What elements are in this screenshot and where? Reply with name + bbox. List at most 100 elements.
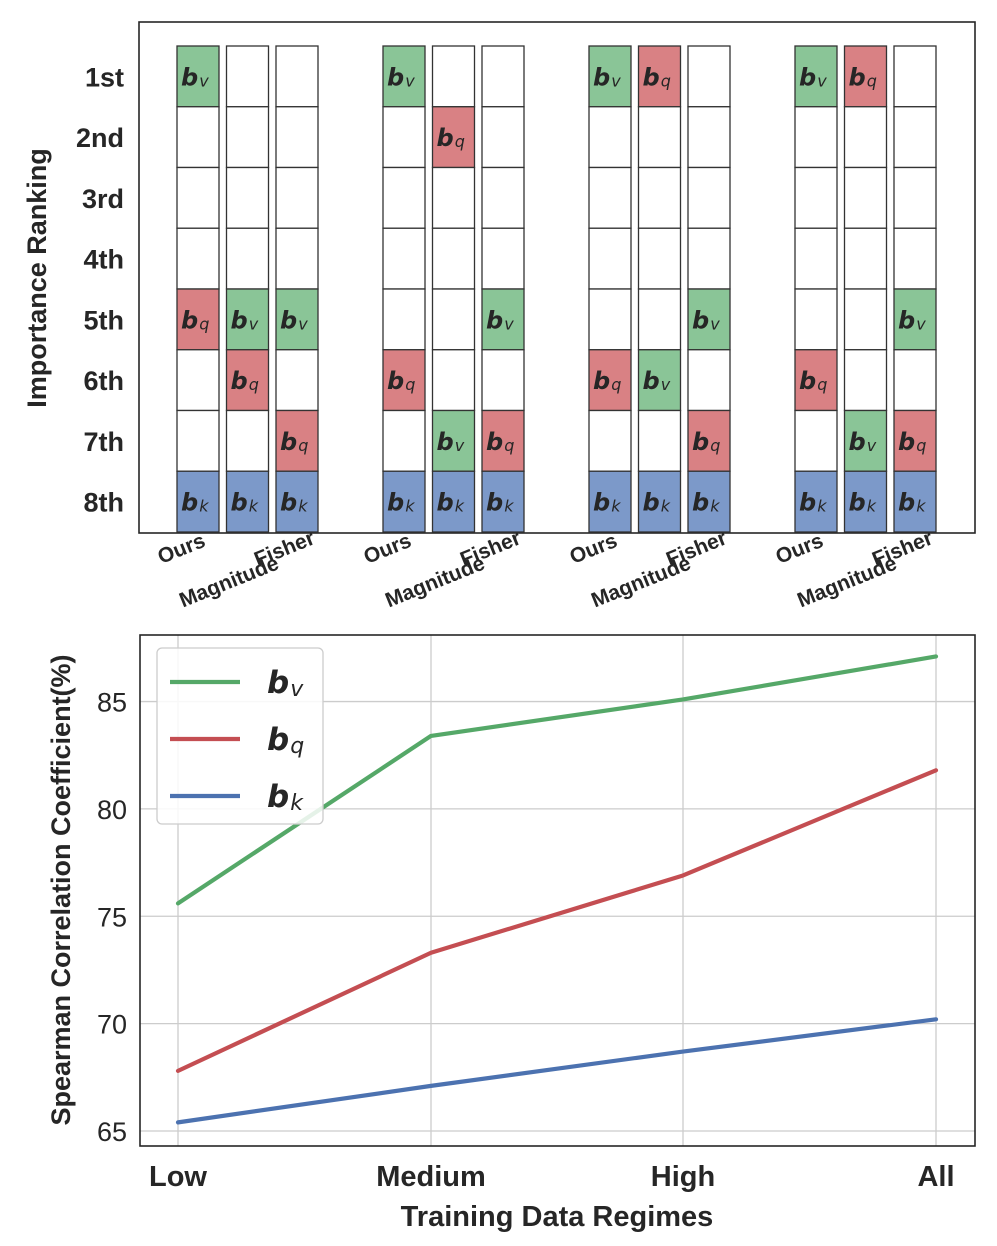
rank-cell-empty [275, 166, 319, 229]
spearman-line-chart: 65 70 75 80 85 Low Medium High All Training Dat… [46, 634, 976, 1233]
method-label-ours: Ours [567, 529, 621, 569]
rank-cell-v-param [431, 409, 476, 472]
rank-cell-empty [843, 106, 888, 169]
rank-cell-empty [588, 409, 632, 472]
rank-cell-q-param [794, 349, 838, 412]
x-tick-label: High [651, 1161, 715, 1193]
rank-cell-empty [893, 45, 937, 108]
cell-symbol-label: bq [437, 124, 465, 152]
rank-cell-k-param [687, 470, 731, 533]
ranking-cells: bvbqbkbvbqbkbvbqbkbvbqbkbqbvbkbvbqbkbvbq… [176, 45, 937, 533]
rank-cell-empty [893, 349, 937, 412]
rank-cell-v-param [275, 288, 319, 351]
rank-cell-k-param [637, 470, 682, 533]
rank-cell-empty [794, 106, 838, 169]
rank-cell-empty [225, 106, 270, 169]
rank-cell-empty [588, 106, 632, 169]
rank-cell-empty [637, 106, 682, 169]
rank-cell-empty [893, 227, 937, 290]
rank-cell-v-param [687, 288, 731, 351]
rank-cell-empty [225, 45, 270, 108]
rank-cell-empty [588, 288, 632, 351]
x-tick-label: Low [149, 1161, 207, 1193]
rank-cell-empty [431, 45, 476, 108]
rank-cell-v-param [481, 288, 525, 351]
rank-cell-empty [481, 45, 525, 108]
cell-symbol-label: bk [593, 489, 621, 517]
importance-ranking-chart: bvbqbkbvbqbkbvbqbkbvbqbkbqbvbkbvbqbkbvbq… [22, 21, 976, 612]
rank-cell-q-param [893, 409, 937, 472]
rank-cell-v-param [893, 288, 937, 351]
method-label-ours: Ours [773, 529, 827, 569]
rank-cell-k-param [794, 470, 838, 533]
rank-cell-empty [382, 227, 426, 290]
rank-cell-empty [794, 288, 838, 351]
rank-cell-k-param [176, 470, 220, 533]
rank-label: 5th [84, 305, 125, 335]
rank-cell-q-param [225, 349, 270, 412]
rank-label: 1st [85, 62, 124, 92]
rank-cell-empty [275, 227, 319, 290]
rank-cell-empty [225, 409, 270, 472]
ranking-plot-frame [138, 21, 976, 534]
line-plot-frame [139, 634, 976, 1147]
cell-symbol-label: bv [849, 428, 877, 456]
rank-label: 3rd [82, 184, 124, 214]
rank-cell-empty [481, 227, 525, 290]
rank-cell-k-param [893, 470, 937, 533]
rank-cell-empty [176, 349, 220, 412]
rank-cell-empty [794, 227, 838, 290]
rank-cell-empty [275, 106, 319, 169]
rank-cell-empty [843, 227, 888, 290]
rank-cell-empty [687, 227, 731, 290]
rank-cell-empty [843, 349, 888, 412]
rank-cell-empty [687, 349, 731, 412]
rank-label: 7th [84, 427, 125, 457]
rank-cell-empty [637, 227, 682, 290]
x-tick-label: All [917, 1161, 954, 1193]
rank-cell-empty [637, 288, 682, 351]
rank-cell-empty [382, 409, 426, 472]
rank-cell-empty [588, 227, 632, 290]
rank-cell-empty [893, 106, 937, 169]
rank-cell-q-param [382, 349, 426, 412]
rank-cell-empty [431, 166, 476, 229]
rank-cell-k-param [843, 470, 888, 533]
rank-cell-empty [382, 166, 426, 229]
line-chart-x-ticks: Low Medium High All [149, 1161, 955, 1193]
rank-cell-k-param [588, 470, 632, 533]
rank-cell-empty [481, 106, 525, 169]
rank-label: 2nd [76, 123, 124, 153]
rank-cell-empty [481, 166, 525, 229]
rank-cell-empty [481, 349, 525, 412]
rank-cell-empty [843, 288, 888, 351]
series-line-bq [175, 768, 939, 1073]
rank-cell-empty [431, 288, 476, 351]
rank-cell-empty [176, 227, 220, 290]
series-line-bk [175, 1017, 939, 1125]
line-chart-x-axis-label: Training Data Regimes [401, 1201, 714, 1233]
rank-cell-empty [176, 106, 220, 169]
rank-cell-v-param [843, 409, 888, 472]
rank-label: 6th [84, 366, 125, 396]
rank-cell-empty [794, 166, 838, 229]
rank-cell-empty [275, 349, 319, 412]
rank-cell-q-param [637, 45, 682, 108]
rank-cell-empty [275, 45, 319, 108]
rank-cell-k-param [382, 470, 426, 533]
rank-label: 4th [84, 245, 125, 275]
y-tick-label: 65 [97, 1117, 127, 1147]
rank-cell-empty [687, 106, 731, 169]
rank-cell-empty [382, 106, 426, 169]
rank-cell-empty [588, 166, 632, 229]
ranking-y-axis-label: Importance Ranking [22, 148, 52, 408]
rank-cell-empty [637, 409, 682, 472]
rank-cell-k-param [481, 470, 525, 533]
x-tick-label: Medium [376, 1161, 486, 1193]
rank-cell-q-param [275, 409, 319, 472]
rank-cell-empty [225, 166, 270, 229]
line-chart-y-axis-label: Spearman Correlation Coefficient(%) [46, 654, 76, 1125]
y-tick-label: 80 [97, 795, 127, 825]
